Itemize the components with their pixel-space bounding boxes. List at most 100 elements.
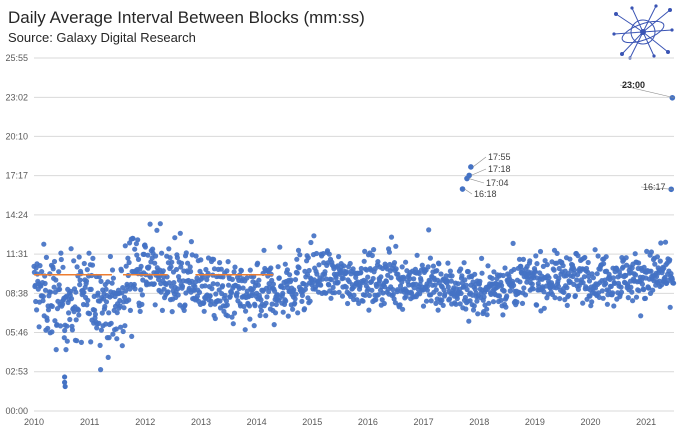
data-point: [224, 268, 230, 274]
data-point: [426, 227, 432, 233]
data-point: [437, 291, 443, 297]
data-point: [249, 290, 256, 296]
x-tick-label: 2012: [135, 417, 155, 427]
data-point: [297, 252, 303, 258]
data-point: [516, 289, 522, 295]
data-point: [63, 347, 69, 353]
data-point: [95, 290, 101, 296]
data-point: [420, 303, 427, 309]
data-point: [530, 286, 536, 292]
data-point: [109, 280, 115, 286]
data-point: [60, 264, 66, 270]
data-point: [152, 260, 158, 266]
data-point: [308, 239, 314, 246]
data-point: [36, 324, 42, 330]
data-point: [68, 288, 74, 294]
data-point: [336, 254, 342, 260]
data-point: [641, 287, 647, 293]
data-point: [209, 286, 215, 292]
data-point: [442, 291, 448, 297]
data-point: [586, 278, 593, 284]
data-point: [139, 292, 145, 298]
data-point: [110, 331, 116, 337]
data-point: [49, 329, 55, 335]
data-point: [444, 278, 450, 284]
annotation-leader: [640, 186, 674, 190]
data-point: [51, 258, 58, 265]
data-point: [541, 305, 547, 311]
data-point: [533, 253, 539, 259]
data-point: [588, 303, 594, 309]
data-point: [62, 379, 68, 386]
data-point: [618, 289, 625, 295]
data-point: [498, 297, 504, 303]
data-point: [361, 258, 367, 264]
data-point: [110, 275, 116, 281]
data-point: [52, 318, 58, 324]
data-point: [198, 257, 204, 263]
data-point: [574, 277, 580, 283]
data-point: [366, 292, 372, 299]
data-point: [628, 284, 634, 290]
data-point: [57, 286, 63, 292]
data-point: [601, 261, 607, 267]
data-point: [169, 309, 175, 315]
data-point: [403, 293, 409, 300]
data-point: [292, 296, 298, 302]
annotated-point: [669, 94, 676, 101]
data-points: [31, 221, 677, 390]
data-point: [167, 255, 173, 261]
data-point: [427, 255, 433, 261]
data-point: [252, 303, 258, 309]
data-point: [105, 279, 111, 285]
data-point: [77, 282, 83, 288]
data-point: [153, 253, 159, 259]
data-point: [445, 284, 451, 290]
data-point: [603, 280, 609, 287]
x-tick-label: 2019: [525, 417, 545, 427]
data-point: [459, 273, 465, 279]
x-tick-label: 2018: [469, 417, 489, 427]
data-point: [390, 291, 396, 297]
data-point: [175, 292, 181, 298]
data-point: [138, 287, 144, 293]
data-point: [246, 303, 253, 309]
data-point: [138, 263, 144, 269]
data-point: [464, 286, 470, 293]
data-point: [256, 277, 262, 283]
data-point: [81, 260, 87, 267]
data-point: [462, 294, 468, 301]
data-point: [425, 283, 431, 289]
data-point: [541, 289, 547, 295]
data-point: [58, 250, 64, 256]
data-point: [159, 307, 165, 313]
data-point: [458, 290, 464, 296]
data-point: [74, 338, 80, 344]
data-point: [499, 282, 505, 289]
data-point: [440, 302, 446, 308]
data-point: [66, 310, 72, 316]
data-point: [231, 269, 237, 275]
data-point: [490, 299, 497, 305]
data-point: [122, 323, 128, 329]
data-point: [529, 281, 535, 287]
data-point: [64, 323, 70, 329]
data-point: [296, 265, 302, 271]
data-point: [323, 290, 329, 296]
data-point: [214, 281, 221, 287]
data-point: [181, 307, 187, 313]
data-point: [43, 254, 50, 260]
data-point: [447, 296, 453, 302]
data-point: [243, 308, 249, 314]
data-point: [397, 283, 404, 289]
y-tick-label: 20:10: [5, 131, 28, 141]
data-point: [455, 281, 461, 287]
data-point: [479, 270, 485, 276]
data-point: [60, 301, 66, 307]
data-point: [288, 277, 294, 283]
data-point: [632, 251, 638, 257]
annotation-leader: [468, 178, 485, 184]
annotation-label: 17:04: [486, 178, 509, 188]
annotation-label: 17:18: [488, 164, 511, 174]
data-point: [204, 277, 210, 283]
